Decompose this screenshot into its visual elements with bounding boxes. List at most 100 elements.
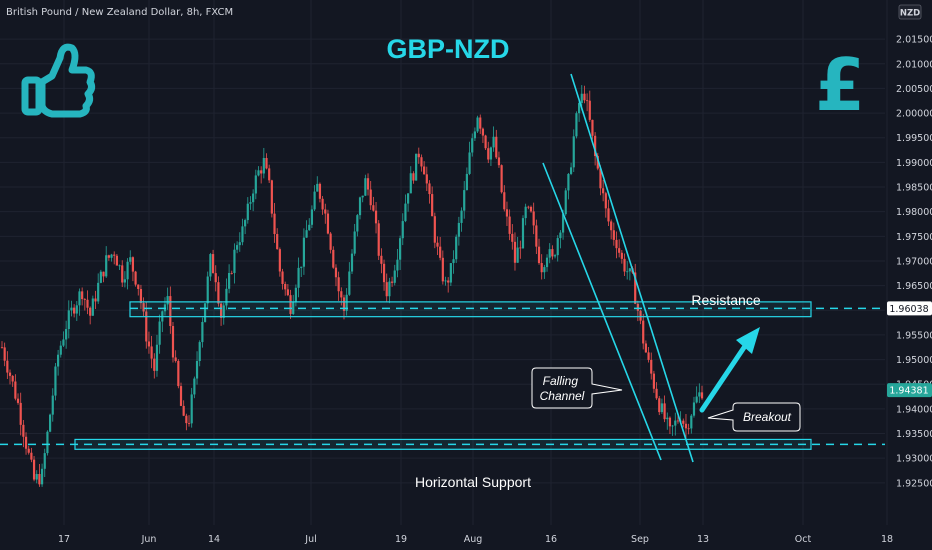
candle-body <box>292 301 295 314</box>
candle-body <box>294 287 297 302</box>
candle-body <box>145 311 148 342</box>
candle-body <box>121 265 124 283</box>
candle-body <box>476 117 479 132</box>
candle-body <box>390 281 394 283</box>
candle-body <box>586 100 589 102</box>
candle-body <box>567 173 570 191</box>
candle-body <box>3 347 6 361</box>
candle-body <box>153 358 156 371</box>
channel-upper-line <box>570 73 694 463</box>
candle-body <box>374 210 378 224</box>
candle-body <box>300 266 303 268</box>
candle-body <box>131 257 135 272</box>
candle-body <box>449 263 452 283</box>
candle-body <box>663 403 666 420</box>
candle-body <box>91 298 94 316</box>
candle-body <box>340 291 343 298</box>
candle-body <box>356 215 359 232</box>
candle-body <box>604 193 607 209</box>
candle-body <box>447 280 450 283</box>
candle-body <box>284 283 287 290</box>
candle-body <box>481 128 485 136</box>
candle-body <box>521 218 525 249</box>
candle-body <box>588 100 591 120</box>
candle-body <box>190 394 193 424</box>
candle-body <box>607 208 610 222</box>
candle-body <box>580 93 583 104</box>
candle-body <box>524 206 527 219</box>
candle-body <box>444 280 447 282</box>
candle-body <box>650 359 653 374</box>
candle-body <box>57 354 60 367</box>
candle-body <box>428 183 431 195</box>
candle-body <box>321 198 324 210</box>
candle-body <box>0 347 4 349</box>
candle-body <box>73 307 76 314</box>
candle-body <box>639 310 642 321</box>
y-tick-label: 1.99000 <box>896 158 932 169</box>
candle-body <box>610 221 613 231</box>
candle-body <box>206 276 209 304</box>
candle-body <box>332 249 335 268</box>
candle-body <box>647 352 650 360</box>
candle-body <box>262 157 265 174</box>
candle-body <box>513 241 517 263</box>
candle-body <box>441 257 444 282</box>
candle-body <box>439 246 442 258</box>
candle-body <box>545 257 549 268</box>
candle-body <box>102 271 105 277</box>
candle-body <box>19 402 22 425</box>
y-tick-label: 1.95000 <box>896 355 932 366</box>
candle-body <box>599 168 602 189</box>
candle-body <box>308 224 311 231</box>
x-tick-label: 19 <box>395 534 407 545</box>
candle-body <box>222 305 225 318</box>
currency-badge[interactable]: NZD <box>898 4 922 20</box>
chart-title: GBP-NZD <box>387 34 510 64</box>
candle-body <box>511 233 514 242</box>
candle-body <box>572 136 575 168</box>
candle-body <box>75 305 78 314</box>
candle-body <box>409 173 412 194</box>
candle-body <box>342 297 346 311</box>
candle-body <box>115 255 118 266</box>
candle-body <box>99 271 102 283</box>
candle-body <box>198 342 201 361</box>
candle-body <box>6 360 9 373</box>
candle-body <box>642 320 645 344</box>
candle-body <box>118 265 121 267</box>
candle-body <box>244 220 247 227</box>
falling-channel-label: Falling Channel <box>540 374 585 403</box>
candle-body <box>369 189 372 206</box>
candle-body <box>14 381 17 399</box>
candle-body <box>623 258 626 272</box>
candle-body <box>396 259 399 271</box>
candle-body <box>30 452 33 460</box>
resistance-price-text: 1.96038 <box>889 304 928 315</box>
y-tick-label: 2.00000 <box>896 109 932 120</box>
candle-body <box>484 135 487 149</box>
candle-body <box>497 157 501 166</box>
candle-body <box>265 157 268 169</box>
x-tick-label: Jun <box>141 534 157 545</box>
candle-body <box>230 272 233 274</box>
candle-body <box>334 267 338 278</box>
candle-body <box>433 216 436 243</box>
candle-body <box>142 303 145 312</box>
candle-body <box>436 242 439 247</box>
candle-body <box>187 423 191 424</box>
candle-body <box>217 282 220 304</box>
candle-body <box>569 167 573 174</box>
candle-body <box>195 360 199 379</box>
breakout-label: Breakout <box>743 410 792 424</box>
candle-body <box>548 249 551 258</box>
candle-body <box>412 173 415 181</box>
y-tick-label: 1.95500 <box>896 330 932 341</box>
y-tick-label: 1.93500 <box>896 429 932 440</box>
candle-body <box>62 339 65 346</box>
price-axis[interactable]: 2.01500 2.01000 2.00500 2.00000 1.99500 1.990… <box>896 35 932 490</box>
candle-body <box>350 253 354 272</box>
time-axis[interactable]: 17 Jun 14 Jul 19 Aug 16 Sep 13 Oct 18 <box>58 534 893 545</box>
breakout-callout: Breakout <box>707 402 801 432</box>
